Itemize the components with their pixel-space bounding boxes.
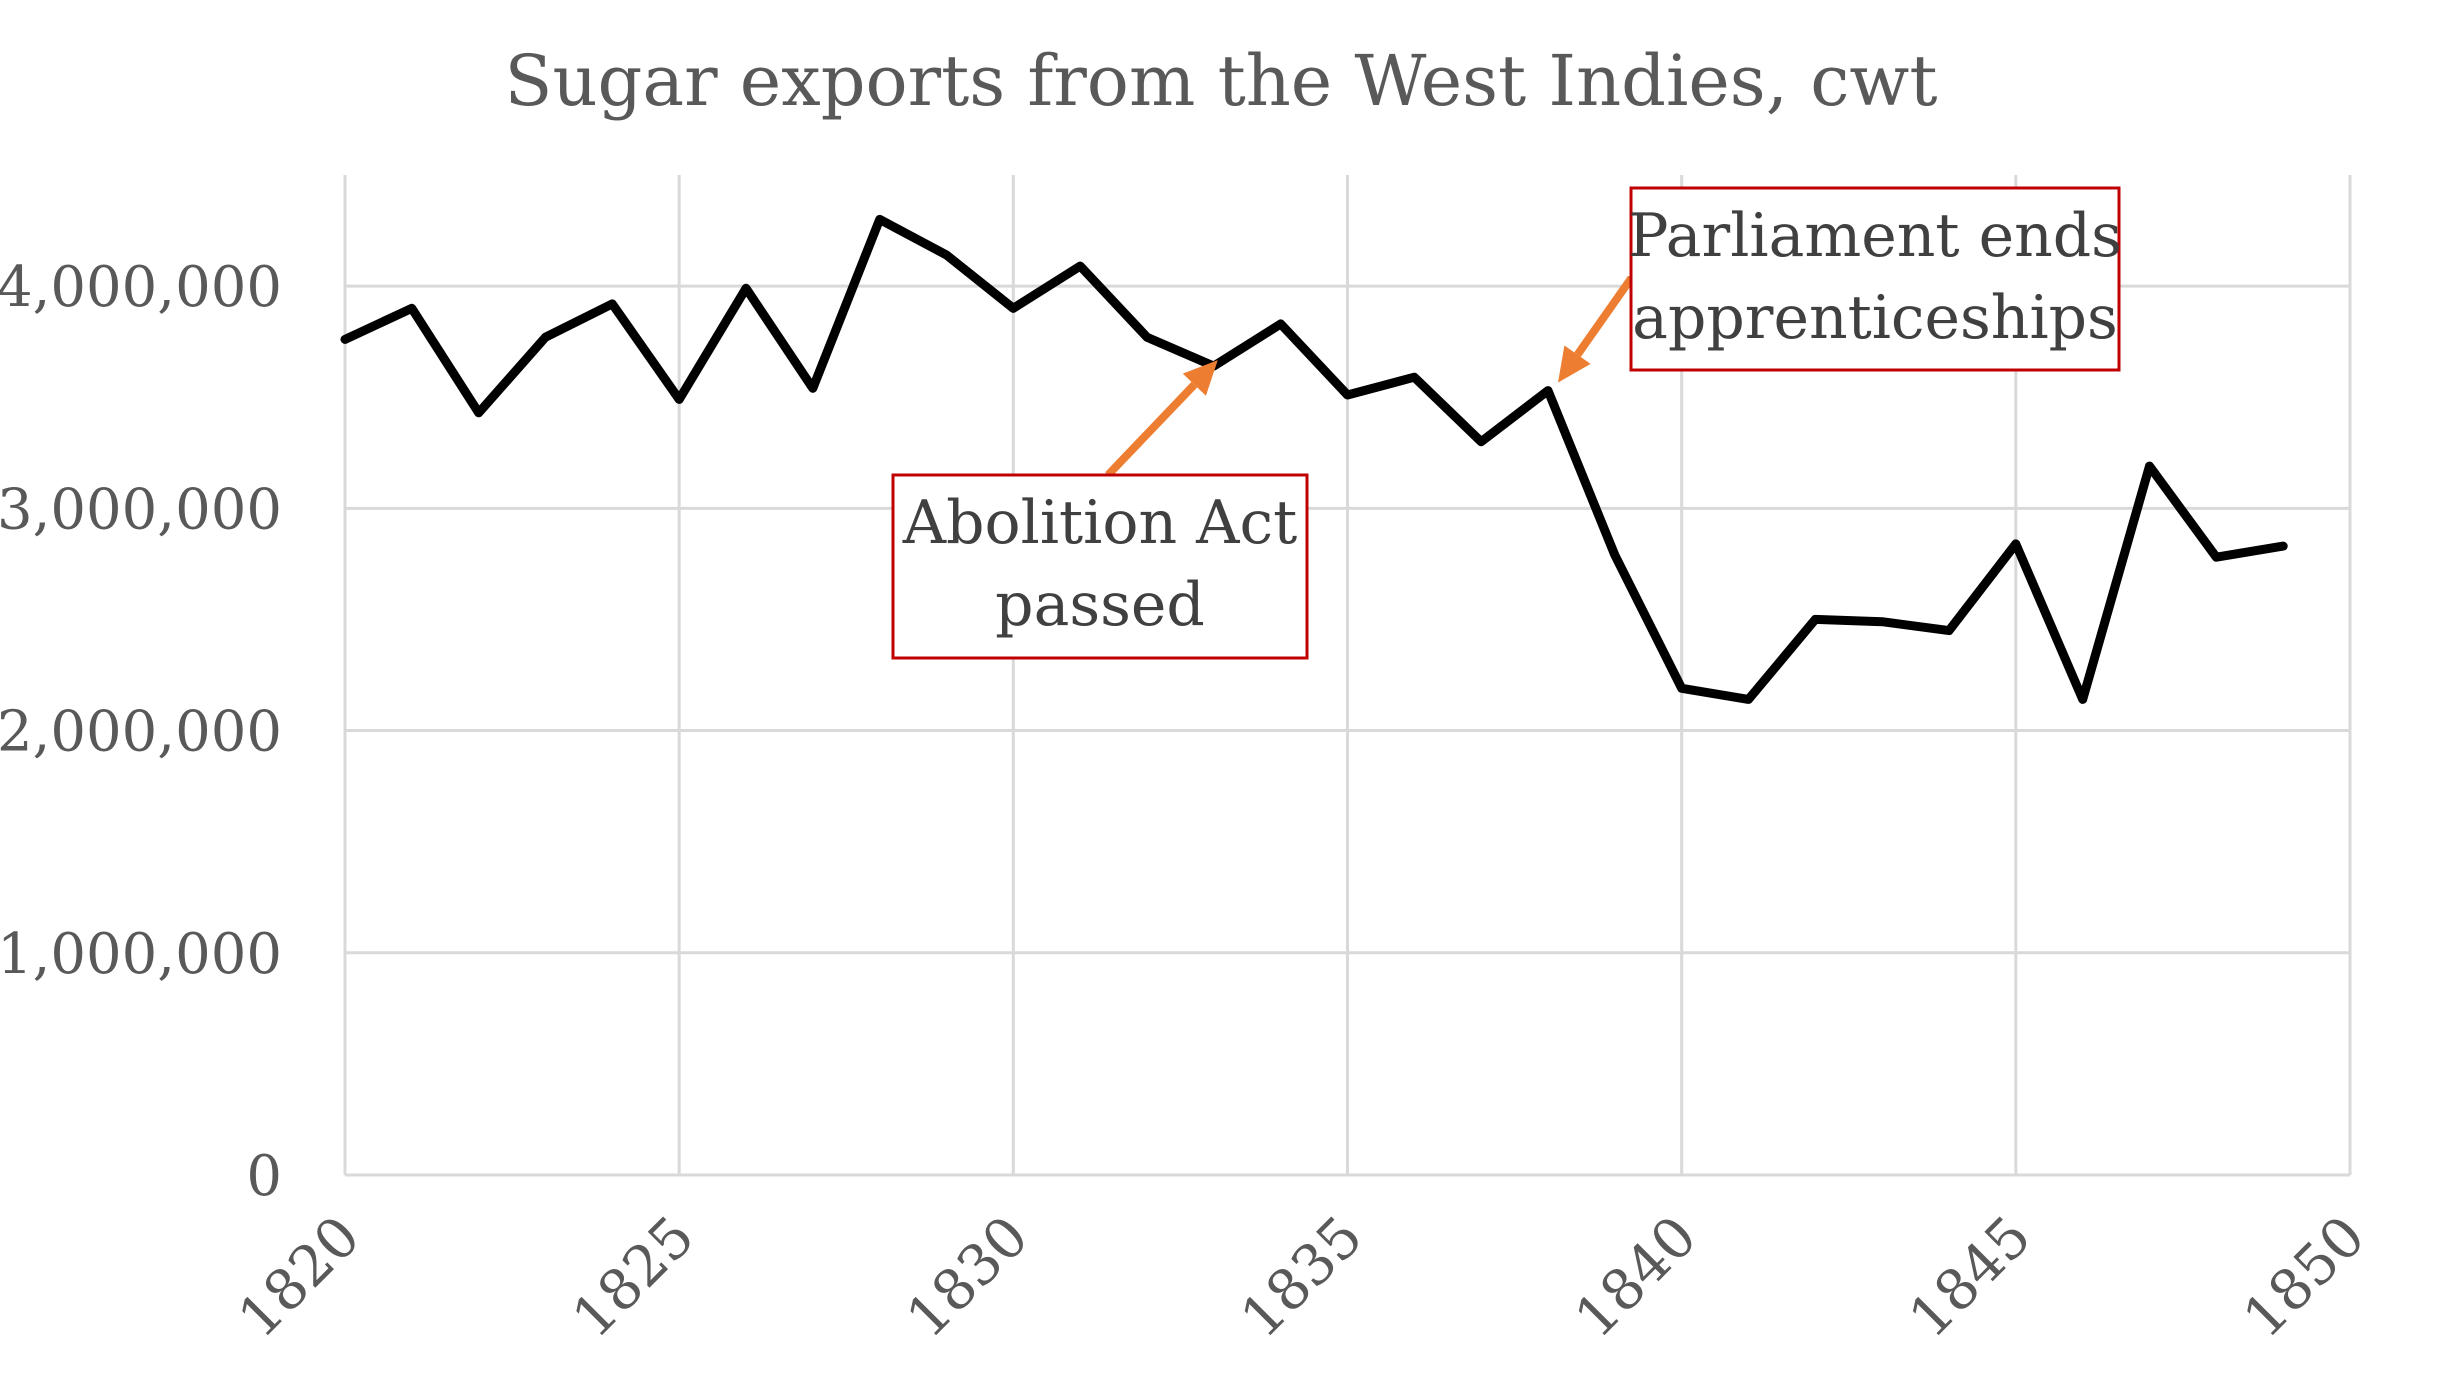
- series-line-sugar-exports: [340, 214, 2288, 704]
- annotation-text-parliament-line2: apprenticeships: [1632, 283, 2118, 353]
- annotation-arrowhead-parliament: [1558, 345, 1591, 383]
- x-tick-label: 1850: [2231, 1204, 2378, 1351]
- annotation-parliament-ends: Parliament ends apprenticeships: [1558, 186, 2122, 383]
- y-tick-label: 3,000,000: [0, 477, 282, 542]
- annotation-arrow-abolition: [1105, 381, 1198, 478]
- y-tick-label: 0: [246, 1144, 282, 1209]
- annotation-arrowhead-abolition: [1182, 360, 1218, 396]
- annotation-text-parliament-line1: Parliament ends: [1628, 201, 2122, 271]
- y-tick-label: 4,000,000: [0, 255, 282, 320]
- y-axis-tick-labels: 0 1,000,000 2,000,000 3,000,000 4,000,000: [0, 255, 282, 1209]
- y-tick-label: 2,000,000: [0, 700, 282, 765]
- annotation-text-abolition-line1: Abolition Act: [902, 488, 1297, 558]
- x-tick-label: 1835: [1229, 1204, 1376, 1351]
- x-tick-label: 1840: [1563, 1204, 1710, 1351]
- x-tick-label: 1845: [1897, 1204, 2044, 1351]
- y-tick-label: 1,000,000: [0, 922, 282, 987]
- x-tick-label: 1825: [560, 1204, 707, 1351]
- annotation-text-abolition-line2: passed: [995, 570, 1205, 640]
- annotation-box-parliament: [1629, 186, 2121, 372]
- gridlines: [345, 175, 2352, 1175]
- annotation-box-abolition: [891, 473, 1309, 660]
- x-axis-tick-labels: 1820 1825 1830 1835 1840 1845 1850: [226, 1204, 2378, 1351]
- x-tick-label: 1820: [226, 1204, 373, 1351]
- x-tick-label: 1830: [894, 1204, 1041, 1351]
- chart-title: Sugar exports from the West Indies, cwt: [505, 40, 1938, 122]
- annotation-abolition-act: Abolition Act passed: [891, 360, 1309, 660]
